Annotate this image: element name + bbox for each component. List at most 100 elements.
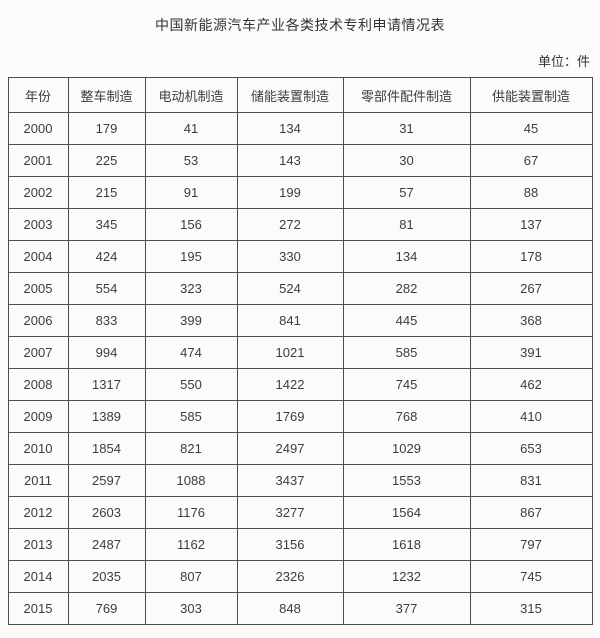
value-cell: 1029 (342, 432, 471, 465)
value-cell: 841 (236, 304, 344, 337)
value-cell: 1618 (342, 528, 471, 561)
value-cell: 550 (144, 368, 238, 401)
year-cell: 2009 (7, 400, 69, 433)
header-row: 年份 整车制造 电动机制造 储能装置制造 零部件配件制造 供能装置制造 (7, 77, 593, 113)
value-cell: 410 (469, 400, 593, 433)
table-row: 2007 994 474 1021 585 391 (7, 336, 593, 369)
value-cell: 391 (469, 336, 593, 369)
value-cell: 31 (342, 112, 471, 145)
year-cell: 2007 (7, 336, 69, 369)
value-cell: 30 (342, 144, 471, 177)
page-title: 中国新能源汽车产业各类技术专利申请情况表 (155, 17, 445, 33)
value-cell: 272 (236, 208, 344, 241)
table-header: 年份 整车制造 电动机制造 储能装置制造 零部件配件制造 供能装置制造 (7, 77, 593, 113)
value-cell: 585 (342, 336, 471, 369)
year-cell: 2004 (7, 240, 69, 273)
value-cell: 57 (342, 176, 471, 209)
value-cell: 215 (67, 176, 146, 209)
table-row: 2015 769 303 848 377 315 (7, 592, 593, 625)
value-cell: 768 (342, 400, 471, 433)
value-cell: 1162 (144, 528, 238, 561)
value-cell: 1232 (342, 560, 471, 593)
value-cell: 994 (67, 336, 146, 369)
value-cell: 807 (144, 560, 238, 593)
value-cell: 143 (236, 144, 344, 177)
value-cell: 377 (342, 592, 471, 625)
value-cell: 267 (469, 272, 593, 305)
value-cell: 81 (342, 208, 471, 241)
patent-data-table: 年份 整车制造 电动机制造 储能装置制造 零部件配件制造 供能装置制造 2000 179 41… (7, 77, 593, 625)
table-row: 2000 179 41 134 31 45 (7, 112, 593, 145)
value-cell: 867 (469, 496, 593, 529)
value-cell: 134 (342, 240, 471, 273)
year-cell: 2014 (7, 560, 69, 593)
year-cell: 2005 (7, 272, 69, 305)
value-cell: 134 (236, 112, 344, 145)
table-row: 2002 215 91 199 57 88 (7, 176, 593, 209)
column-header-3: 储能装置制造 (236, 77, 344, 113)
value-cell: 399 (144, 304, 238, 337)
value-cell: 67 (469, 144, 593, 177)
value-cell: 653 (469, 432, 593, 465)
column-header-0: 年份 (7, 77, 69, 113)
value-cell: 2035 (67, 560, 146, 593)
value-cell: 833 (67, 304, 146, 337)
value-cell: 178 (469, 240, 593, 273)
column-header-2: 电动机制造 (144, 77, 238, 113)
value-cell: 179 (67, 112, 146, 145)
value-cell: 195 (144, 240, 238, 273)
column-header-4: 零部件配件制造 (342, 77, 471, 113)
unit-label: 单位：件 (537, 54, 590, 69)
value-cell: 3437 (236, 464, 344, 497)
value-cell: 831 (469, 464, 593, 497)
value-cell: 88 (469, 176, 593, 209)
value-cell: 524 (236, 272, 344, 305)
value-cell: 1176 (144, 496, 238, 529)
table-row: 2006 833 399 841 445 368 (7, 304, 593, 337)
table-body: 2000 179 41 134 31 45 2001 225 53 143 30 67 2002 215 9… (7, 112, 593, 625)
table-row: 2014 2035 807 2326 1232 745 (7, 560, 593, 593)
year-cell: 2002 (7, 176, 69, 209)
table-row: 2013 2487 1162 3156 1618 797 (7, 528, 593, 561)
value-cell: 462 (469, 368, 593, 401)
table-row: 2005 554 323 524 282 267 (7, 272, 593, 305)
value-cell: 1389 (67, 400, 146, 433)
value-cell: 3156 (236, 528, 344, 561)
year-cell: 2008 (7, 368, 69, 401)
value-cell: 315 (469, 592, 593, 625)
value-cell: 303 (144, 592, 238, 625)
value-cell: 199 (236, 176, 344, 209)
value-cell: 282 (342, 272, 471, 305)
value-cell: 745 (469, 560, 593, 593)
value-cell: 1422 (236, 368, 344, 401)
year-cell: 2013 (7, 528, 69, 561)
table-row: 2012 2603 1176 3277 1564 867 (7, 496, 593, 529)
value-cell: 445 (342, 304, 471, 337)
value-cell: 1088 (144, 464, 238, 497)
value-cell: 2603 (67, 496, 146, 529)
value-cell: 41 (144, 112, 238, 145)
table-row: 2009 1389 585 1769 768 410 (7, 400, 593, 433)
year-cell: 2010 (7, 432, 69, 465)
value-cell: 1021 (236, 336, 344, 369)
value-cell: 585 (144, 400, 238, 433)
value-cell: 821 (144, 432, 238, 465)
value-cell: 745 (342, 368, 471, 401)
value-cell: 2487 (67, 528, 146, 561)
value-cell: 554 (67, 272, 146, 305)
value-cell: 137 (469, 208, 593, 241)
column-header-1: 整车制造 (67, 77, 146, 113)
year-cell: 2000 (7, 112, 69, 145)
value-cell: 53 (144, 144, 238, 177)
year-cell: 2011 (7, 464, 69, 497)
value-cell: 345 (67, 208, 146, 241)
table-row: 2008 1317 550 1422 745 462 (7, 368, 593, 401)
value-cell: 474 (144, 336, 238, 369)
year-cell: 2015 (7, 592, 69, 625)
table-row: 2010 1854 821 2497 1029 653 (7, 432, 593, 465)
year-cell: 2001 (7, 144, 69, 177)
value-cell: 156 (144, 208, 238, 241)
table-row: 2011 2597 1088 3437 1553 831 (7, 464, 593, 497)
value-cell: 1769 (236, 400, 344, 433)
